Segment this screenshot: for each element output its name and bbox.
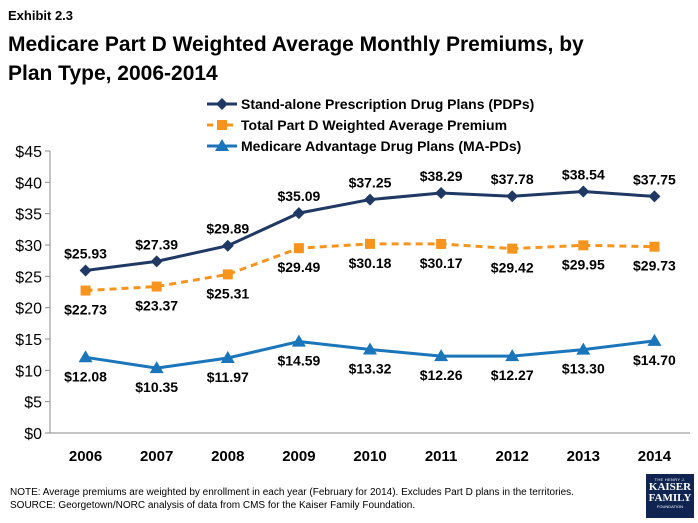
data-label: $13.32 xyxy=(349,361,392,377)
data-label: $29.42 xyxy=(491,260,534,276)
data-label: $23.37 xyxy=(135,298,178,314)
data-point xyxy=(363,342,377,355)
x-tick-label: 2007 xyxy=(140,448,173,465)
data-label: $10.35 xyxy=(135,379,178,395)
data-point xyxy=(78,350,93,363)
x-tick-label: 2012 xyxy=(496,448,529,465)
data-point xyxy=(220,350,235,363)
data-label: $38.29 xyxy=(420,168,463,184)
data-point xyxy=(222,269,233,280)
exhibit-label: Exhibit 2.3 xyxy=(8,8,74,23)
chart-title: Medicare Part D Weighted Average Monthly… xyxy=(8,33,584,85)
data-point xyxy=(79,264,92,277)
y-tick-label: $0 xyxy=(24,426,42,443)
legend-marker xyxy=(215,139,229,151)
data-label: $14.59 xyxy=(277,353,320,369)
data-point xyxy=(364,193,376,206)
data-point xyxy=(293,243,304,254)
y-tick-label: $30 xyxy=(15,238,42,255)
y-tick-label: $20 xyxy=(15,301,42,318)
data-point xyxy=(149,361,164,374)
legend-label: Stand-alone Prescription Drug Plans (PDP… xyxy=(241,96,534,112)
x-tick-label: 2008 xyxy=(211,448,244,465)
x-tick-label: 2010 xyxy=(353,448,386,465)
data-label: $29.73 xyxy=(633,258,676,274)
data-label: $25.93 xyxy=(64,246,107,262)
legend-marker xyxy=(216,98,228,110)
data-label: $12.27 xyxy=(491,367,534,383)
y-tick-label: $15 xyxy=(15,332,42,349)
data-point xyxy=(150,255,163,268)
data-label: $22.73 xyxy=(64,302,107,318)
y-tick-label: $40 xyxy=(15,175,42,192)
line-chart: $0 $5 $10 $15 $20 $25 $30 $35 $40 $45 2006 2007 2008… xyxy=(15,96,690,465)
data-point xyxy=(80,285,91,296)
x-tick-label: 2013 xyxy=(567,448,600,465)
data-point xyxy=(436,238,447,249)
data-label: $11.97 xyxy=(207,369,249,385)
data-label: $12.08 xyxy=(64,368,107,384)
data-point xyxy=(434,349,449,362)
data-label: $30.18 xyxy=(349,255,392,271)
data-point xyxy=(578,240,589,251)
y-tick-label: $5 xyxy=(24,395,42,412)
data-label: $38.54 xyxy=(562,166,605,182)
data-point xyxy=(292,207,305,220)
legend-marker xyxy=(217,120,227,130)
data-point xyxy=(221,239,234,252)
kff-logo: THE HENRY J. KAISER FAMILY FOUNDATION xyxy=(646,474,694,518)
x-tick-label: 2014 xyxy=(638,448,672,465)
legend-label: Total Part D Weighted Average Premium xyxy=(241,117,507,133)
x-tick-label: 2006 xyxy=(69,448,102,465)
data-label: $25.31 xyxy=(206,285,249,301)
x-tick-label: 2009 xyxy=(282,448,315,465)
data-label: $37.78 xyxy=(491,171,534,187)
x-tick-label: 2011 xyxy=(425,448,458,465)
data-label: $29.89 xyxy=(206,221,249,237)
data-point xyxy=(647,333,662,346)
data-point xyxy=(649,241,660,252)
data-label: $29.49 xyxy=(277,259,320,275)
data-point xyxy=(151,281,162,292)
y-tick-label: $35 xyxy=(15,207,42,224)
data-point xyxy=(291,334,306,347)
source-text: SOURCE: Georgetown/NORC analysis of data… xyxy=(10,500,416,511)
data-point xyxy=(506,190,519,203)
data-label: $29.95 xyxy=(562,256,605,272)
data-label: $30.17 xyxy=(420,255,463,271)
data-point xyxy=(576,342,591,355)
y-tick-label: $10 xyxy=(15,363,42,380)
data-label: $37.75 xyxy=(633,171,676,187)
data-label: $13.30 xyxy=(562,361,605,377)
data-point xyxy=(648,190,661,203)
data-point xyxy=(365,238,375,249)
data-point xyxy=(577,185,590,198)
y-tick-label: $25 xyxy=(15,269,42,286)
y-tick-label: $45 xyxy=(15,144,42,161)
data-label: $37.25 xyxy=(349,175,392,191)
footnote: NOTE: Average premiums are weighted by e… xyxy=(10,486,574,512)
data-point xyxy=(507,243,518,254)
data-label: $12.26 xyxy=(420,367,463,383)
data-label: $14.70 xyxy=(633,352,676,368)
data-label: $35.09 xyxy=(277,188,320,204)
data-label: $27.39 xyxy=(135,236,178,252)
note-text: NOTE: Average premiums are weighted by e… xyxy=(10,487,574,498)
data-point xyxy=(505,349,520,362)
data-point xyxy=(435,187,448,200)
legend-label: Medicare Advantage Drug Plans (MA-PDs) xyxy=(241,138,521,154)
